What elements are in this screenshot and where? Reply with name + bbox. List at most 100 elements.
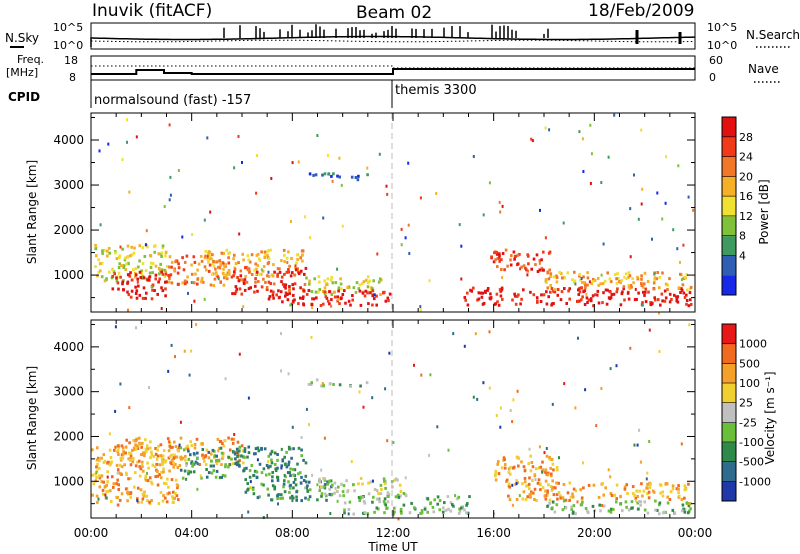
colorbar-segment [722, 363, 736, 384]
echo-cell [516, 389, 519, 393]
echo-cell [130, 253, 134, 257]
echo-cell [516, 253, 520, 257]
echo-cell [529, 490, 533, 494]
echo-cell [171, 445, 174, 449]
echo-cell [366, 285, 370, 289]
echo-cell [555, 493, 559, 497]
echo-cell [277, 289, 280, 293]
echo-cell [98, 459, 101, 463]
echo-cell [132, 457, 135, 461]
echo-cell [511, 298, 514, 302]
echo-cell [547, 295, 550, 299]
echo-cell [496, 265, 499, 269]
echo-cell [161, 272, 165, 276]
echo-cell [666, 501, 670, 505]
echo-cell [273, 487, 276, 491]
echo-cell [366, 173, 369, 177]
echo-cell [640, 284, 644, 287]
echo-cell [318, 489, 321, 493]
echo-cell [596, 276, 600, 280]
echo-cell [158, 463, 162, 467]
echo-cell [547, 483, 550, 487]
echo-cell [615, 281, 619, 285]
echo-cell [273, 463, 277, 466]
echo-cell [305, 292, 309, 296]
echo-cell [396, 493, 400, 497]
echo-cell [566, 271, 569, 275]
echo-cell [584, 283, 587, 287]
echo-cell [400, 227, 403, 231]
echo-cell [523, 480, 527, 484]
echo-cell [648, 328, 651, 332]
echo-cell [267, 297, 271, 301]
echo-cell [688, 291, 692, 295]
echo-cell [193, 443, 197, 446]
echo-cell [346, 286, 349, 290]
echo-cell [175, 494, 179, 498]
echo-cell [270, 461, 274, 465]
echo-cell [589, 297, 593, 301]
echo-cell [158, 473, 161, 476]
echo-cell [138, 465, 141, 469]
echo-cell [137, 284, 140, 288]
echo-cell [532, 491, 535, 495]
echo-cell [282, 248, 286, 252]
echo-cell [120, 492, 124, 496]
echo-cell [124, 451, 127, 455]
echo-cell [280, 369, 283, 373]
echo-cell [138, 441, 141, 445]
echo-cell [656, 271, 659, 274]
colorbar-segment [722, 275, 736, 296]
echo-cell [305, 407, 308, 411]
echo-cell [249, 286, 252, 290]
echo-cell [128, 441, 131, 445]
echo-cell [340, 287, 343, 291]
echo-cell [160, 307, 163, 310]
echo-cell [452, 332, 455, 336]
echo-cell [173, 440, 176, 444]
echo-cell [470, 289, 474, 293]
echo-cell [112, 270, 116, 274]
echo-cell [111, 475, 114, 479]
echo-cell [327, 172, 330, 176]
echo-cell [98, 485, 102, 489]
echo-cell [108, 448, 112, 452]
echo-cell [148, 500, 151, 504]
echo-cell [680, 278, 683, 282]
echo-cell [522, 288, 525, 292]
echo-cell [322, 485, 325, 489]
echo-cell [535, 253, 539, 257]
echo-cell [196, 487, 199, 491]
echo-cell [238, 445, 242, 449]
echo-cell [498, 259, 501, 263]
echo-cell [281, 496, 284, 500]
echo-cell [582, 170, 585, 173]
echo-cell [362, 511, 365, 515]
echo-cell [98, 466, 101, 470]
echo-cell [301, 297, 305, 300]
echo-cell [164, 251, 168, 254]
echo-cell [419, 308, 422, 312]
echo-cell [190, 263, 193, 267]
echo-cell [255, 470, 259, 474]
echo-cell [184, 458, 187, 462]
echo-cell [199, 442, 203, 446]
echo-cell [257, 280, 260, 283]
y-tick-label: 4000 [53, 340, 84, 354]
echo-cell [638, 428, 641, 432]
echo-cell [328, 382, 332, 386]
echo-cell [540, 266, 544, 270]
echo-cell [609, 475, 612, 479]
echo-cell [495, 292, 499, 296]
echo-cell [108, 251, 111, 255]
echo-cell [342, 484, 346, 488]
echo-cell [130, 245, 133, 249]
echo-cell [143, 451, 147, 455]
echo-cell [476, 298, 479, 302]
echo-cell [361, 496, 364, 500]
echo-cell [399, 490, 403, 493]
echo-cell [287, 463, 290, 467]
echo-cell [287, 480, 290, 484]
echo-cell [280, 447, 283, 451]
